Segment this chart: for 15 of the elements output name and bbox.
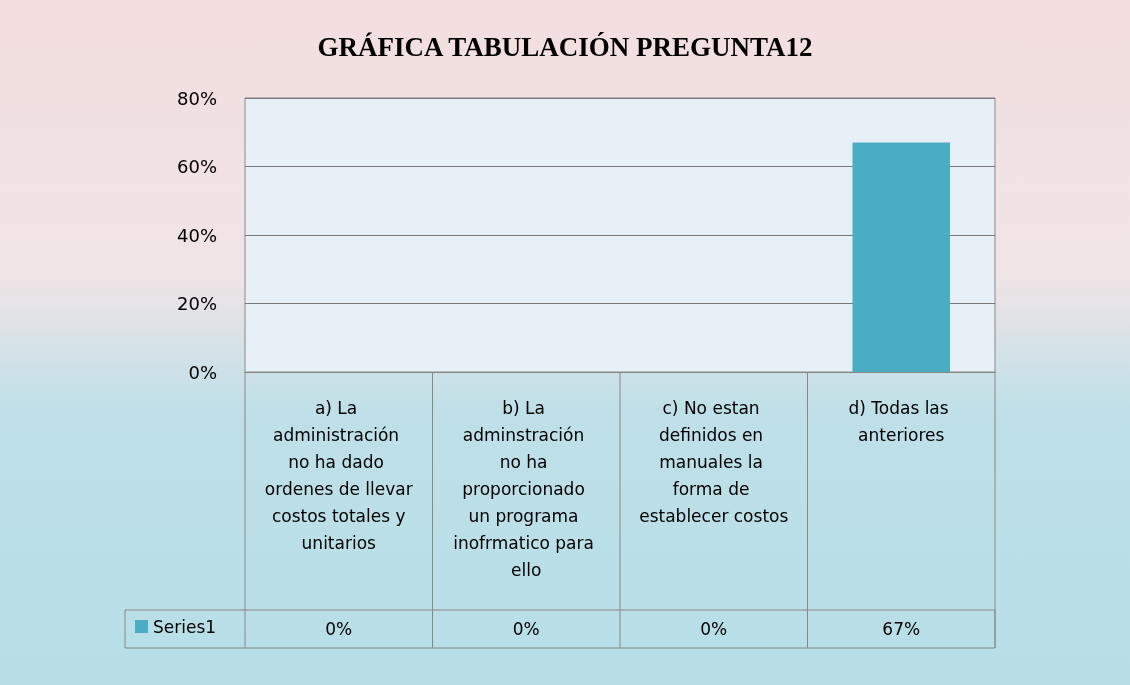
data-label: 67%	[882, 619, 921, 639]
data-label: 0%	[325, 619, 353, 639]
data-label: 0%	[700, 619, 728, 639]
y-tick-label: 0%	[188, 361, 217, 383]
y-tick-label: 20%	[176, 293, 217, 314]
y-tick-label: 40%	[176, 224, 217, 246]
y-tick-label: 60%	[176, 156, 217, 177]
x-tick-label: c) No estan definidos en manuales la forma de establecer costos	[639, 397, 789, 526]
chart-title: GRÁFICA TABULACIÓN PREGUNTA12	[317, 31, 813, 62]
legend-label: Series1	[153, 616, 217, 637]
x-tick-label: b) La adminstración no ha proporcionado un programa inofrmatico para ello	[453, 397, 600, 580]
x-tick-label: a) La administración no ha dado ordenes de llevar costos totales y unitarios	[264, 397, 413, 553]
y-tick-label: 80%	[176, 87, 217, 109]
data-label: 0%	[512, 619, 540, 639]
x-tick-label: d) Todas las anteriores	[848, 397, 955, 445]
